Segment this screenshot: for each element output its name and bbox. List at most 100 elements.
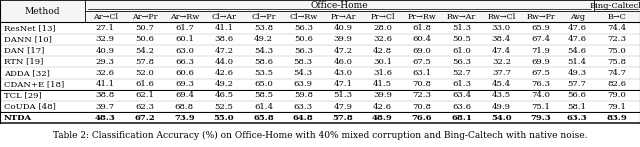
Text: 74.7: 74.7	[607, 69, 627, 77]
Text: 45.4: 45.4	[492, 80, 511, 88]
Text: Method: Method	[25, 7, 60, 16]
Text: 63.6: 63.6	[452, 103, 471, 111]
Text: 54.3: 54.3	[294, 69, 313, 77]
Text: 72.3: 72.3	[607, 35, 627, 43]
Text: 60.1: 60.1	[175, 35, 194, 43]
Text: 56.6: 56.6	[568, 91, 587, 99]
Text: Rw→Pr: Rw→Pr	[527, 13, 556, 21]
Text: 49.2: 49.2	[254, 35, 273, 43]
Text: Pr→Cl: Pr→Cl	[371, 13, 395, 21]
Text: 38.8: 38.8	[95, 91, 115, 99]
Text: 47.2: 47.2	[214, 46, 234, 55]
Text: 48.9: 48.9	[372, 114, 393, 122]
Text: 68.8: 68.8	[175, 103, 194, 111]
Text: 57.8: 57.8	[135, 58, 154, 66]
Text: 28.0: 28.0	[373, 24, 392, 32]
Text: 56.3: 56.3	[294, 24, 313, 32]
Text: 58.6: 58.6	[254, 58, 273, 66]
Text: 74.4: 74.4	[607, 24, 627, 32]
Polygon shape	[0, 22, 640, 34]
Text: 70.8: 70.8	[413, 103, 431, 111]
Text: 58.5: 58.5	[254, 91, 273, 99]
Text: 58.3: 58.3	[294, 58, 313, 66]
Text: 63.3: 63.3	[294, 103, 313, 111]
Polygon shape	[0, 22, 640, 123]
Text: 60.4: 60.4	[413, 35, 431, 43]
Text: 62.1: 62.1	[136, 91, 154, 99]
Text: 51.3: 51.3	[333, 91, 353, 99]
Text: 50.6: 50.6	[294, 35, 313, 43]
Text: 41.5: 41.5	[373, 80, 392, 88]
Text: Rw→Cl: Rw→Cl	[487, 13, 515, 21]
Text: 37.7: 37.7	[492, 69, 511, 77]
Text: 60.6: 60.6	[175, 69, 194, 77]
Text: 62.3: 62.3	[135, 103, 154, 111]
Text: 49.9: 49.9	[492, 103, 511, 111]
Text: 54.0: 54.0	[491, 114, 511, 122]
Text: Ar→Cl: Ar→Cl	[93, 13, 118, 21]
Text: 47.6: 47.6	[568, 24, 587, 32]
Text: 61.0: 61.0	[452, 46, 471, 55]
Text: 50.6: 50.6	[136, 35, 154, 43]
Text: 54.3: 54.3	[254, 46, 273, 55]
Text: 63.9: 63.9	[294, 80, 313, 88]
Text: 32.6: 32.6	[373, 35, 392, 43]
Text: Pr→Ar: Pr→Ar	[330, 13, 356, 21]
Text: 67.5: 67.5	[413, 58, 431, 66]
Text: 46.5: 46.5	[214, 91, 234, 99]
Text: 32.2: 32.2	[492, 58, 511, 66]
Text: 75.1: 75.1	[532, 103, 550, 111]
Text: 63.3: 63.3	[567, 114, 588, 122]
Text: 61.6: 61.6	[136, 80, 154, 88]
Text: B→C: B→C	[607, 13, 626, 21]
Text: NTDA: NTDA	[4, 114, 32, 122]
Text: 69.3: 69.3	[175, 80, 194, 88]
Text: 64.8: 64.8	[293, 114, 314, 122]
Text: Bing-Caltech: Bing-Caltech	[589, 2, 640, 10]
Text: 66.3: 66.3	[175, 58, 194, 66]
Text: 40.9: 40.9	[333, 24, 353, 32]
Text: 61.8: 61.8	[413, 24, 431, 32]
Text: 43.0: 43.0	[333, 69, 353, 77]
Text: 75.8: 75.8	[607, 58, 627, 66]
Text: 69.0: 69.0	[413, 46, 431, 55]
Text: 51.3: 51.3	[452, 24, 471, 32]
Text: 56.3: 56.3	[452, 58, 471, 66]
Polygon shape	[0, 90, 640, 101]
Text: 30.1: 30.1	[373, 58, 392, 66]
Text: 71.9: 71.9	[532, 46, 550, 55]
Text: 47.1: 47.1	[333, 80, 353, 88]
Text: 47.9: 47.9	[333, 103, 353, 111]
Text: 69.9: 69.9	[532, 58, 550, 66]
Text: 31.6: 31.6	[373, 69, 392, 77]
Text: 67.2: 67.2	[134, 114, 155, 122]
Polygon shape	[0, 67, 640, 79]
Text: 41.1: 41.1	[96, 80, 115, 88]
Text: CoUDA [48]: CoUDA [48]	[4, 103, 56, 111]
Text: 63.4: 63.4	[452, 91, 471, 99]
Text: RTN [19]: RTN [19]	[4, 58, 44, 66]
Text: 55.0: 55.0	[214, 114, 234, 122]
Text: 72.3: 72.3	[413, 91, 431, 99]
Text: 50.7: 50.7	[136, 24, 154, 32]
Text: 42.6: 42.6	[214, 69, 234, 77]
Text: Table 2: Classification Accuracy (%) on Office-Home with 40% mixed corruption an: Table 2: Classification Accuracy (%) on …	[52, 131, 588, 140]
Text: 38.6: 38.6	[214, 35, 234, 43]
Text: 58.1: 58.1	[568, 103, 587, 111]
Text: 53.5: 53.5	[254, 69, 273, 77]
Text: 63.1: 63.1	[413, 69, 431, 77]
Text: DAN [17]: DAN [17]	[4, 46, 44, 55]
Text: 48.3: 48.3	[95, 114, 116, 122]
Text: Cl→Ar: Cl→Ar	[212, 13, 237, 21]
Text: 56.3: 56.3	[294, 46, 313, 55]
Text: 65.0: 65.0	[254, 80, 273, 88]
Text: 42.8: 42.8	[373, 46, 392, 55]
Text: 50.5: 50.5	[452, 35, 471, 43]
Text: 69.4: 69.4	[175, 91, 194, 99]
Text: 61.7: 61.7	[175, 24, 194, 32]
Text: 43.5: 43.5	[492, 91, 511, 99]
Text: 67.4: 67.4	[531, 35, 550, 43]
Text: Office-Home: Office-Home	[310, 1, 368, 10]
Text: 32.9: 32.9	[96, 35, 115, 43]
Text: Rw→Ar: Rw→Ar	[447, 13, 476, 21]
